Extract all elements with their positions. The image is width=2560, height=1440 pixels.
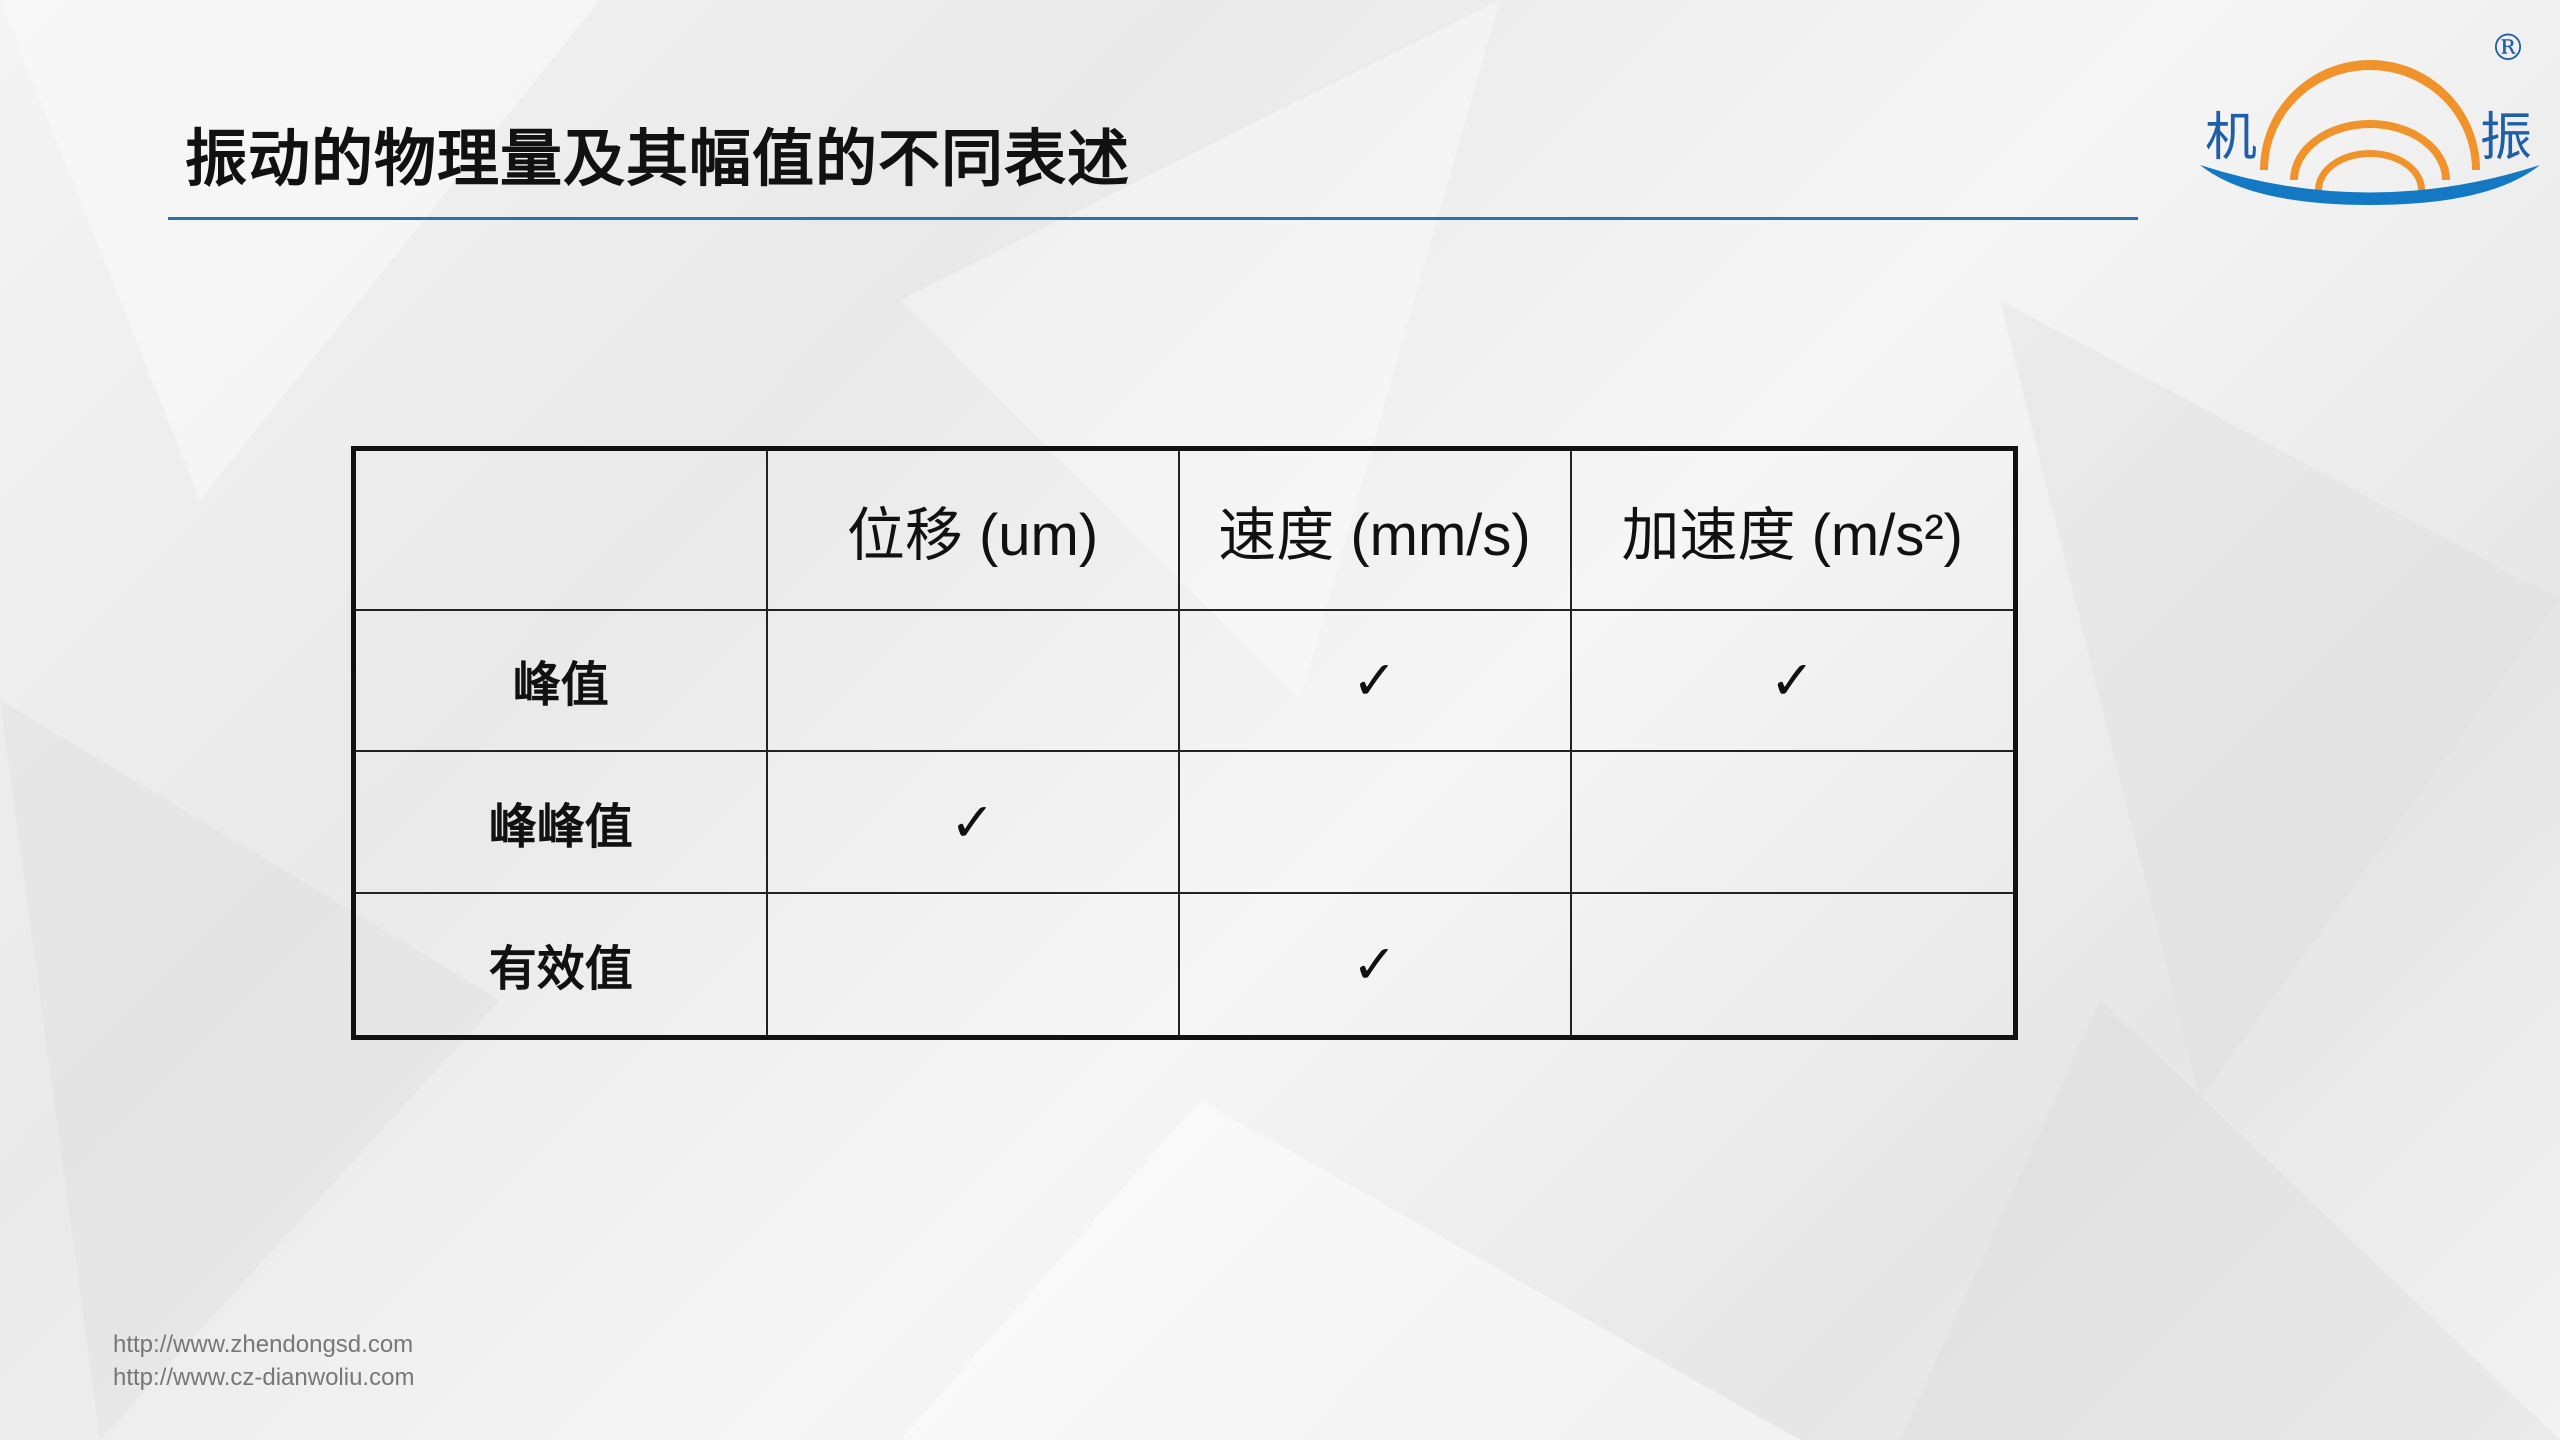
registered-mark: ®	[2490, 28, 2526, 69]
footer-links: http://www.zhendongsd.com http://www.cz-…	[113, 1328, 414, 1394]
logo-char-right: 振	[2480, 108, 2532, 168]
table-row: 峰值 ✓ ✓	[352, 608, 2017, 753]
page-title: 振动的物理量及其幅值的不同表述	[185, 122, 1131, 195]
table-header-empty	[352, 447, 768, 611]
table-cell	[765, 608, 1180, 753]
row-label: 有效值	[352, 891, 768, 1039]
table-cell	[1569, 891, 2017, 1039]
table-cell: ✓	[1177, 608, 1572, 753]
table-cell	[1177, 750, 1572, 894]
table-cell: ✓	[1569, 608, 2017, 753]
table-row: 有效值 ✓	[352, 891, 2017, 1039]
table-row: 峰峰值 ✓	[352, 750, 2017, 894]
footer-url-dianwoliu[interactable]: http://www.cz-dianwoliu.com	[113, 1364, 415, 1391]
row-label: 峰值	[352, 608, 768, 753]
amplitude-table: 位移 (um) 速度 (mm/s) 加速度 (m/s²) 峰值 ✓ ✓ 峰峰值 …	[351, 446, 2018, 1040]
table-cell: ✓	[765, 750, 1180, 894]
table-cell: ✓	[1177, 891, 1572, 1039]
title-underline	[168, 217, 2138, 220]
table-header-displacement: 位移 (um)	[765, 447, 1180, 611]
logo-char-left: 机	[2205, 108, 2257, 168]
row-label: 峰峰值	[352, 750, 768, 894]
table-header-velocity: 速度 (mm/s)	[1177, 447, 1572, 611]
footer-url-zhendongsd[interactable]: http://www.zhendongsd.com	[113, 1331, 414, 1358]
table-header-row: 位移 (um) 速度 (mm/s) 加速度 (m/s²)	[352, 447, 2017, 611]
table-cell	[765, 891, 1180, 1039]
table-cell	[1569, 750, 2017, 894]
table-header-acceleration: 加速度 (m/s²)	[1569, 447, 2017, 611]
company-logo: ® 机 振	[2190, 20, 2540, 220]
